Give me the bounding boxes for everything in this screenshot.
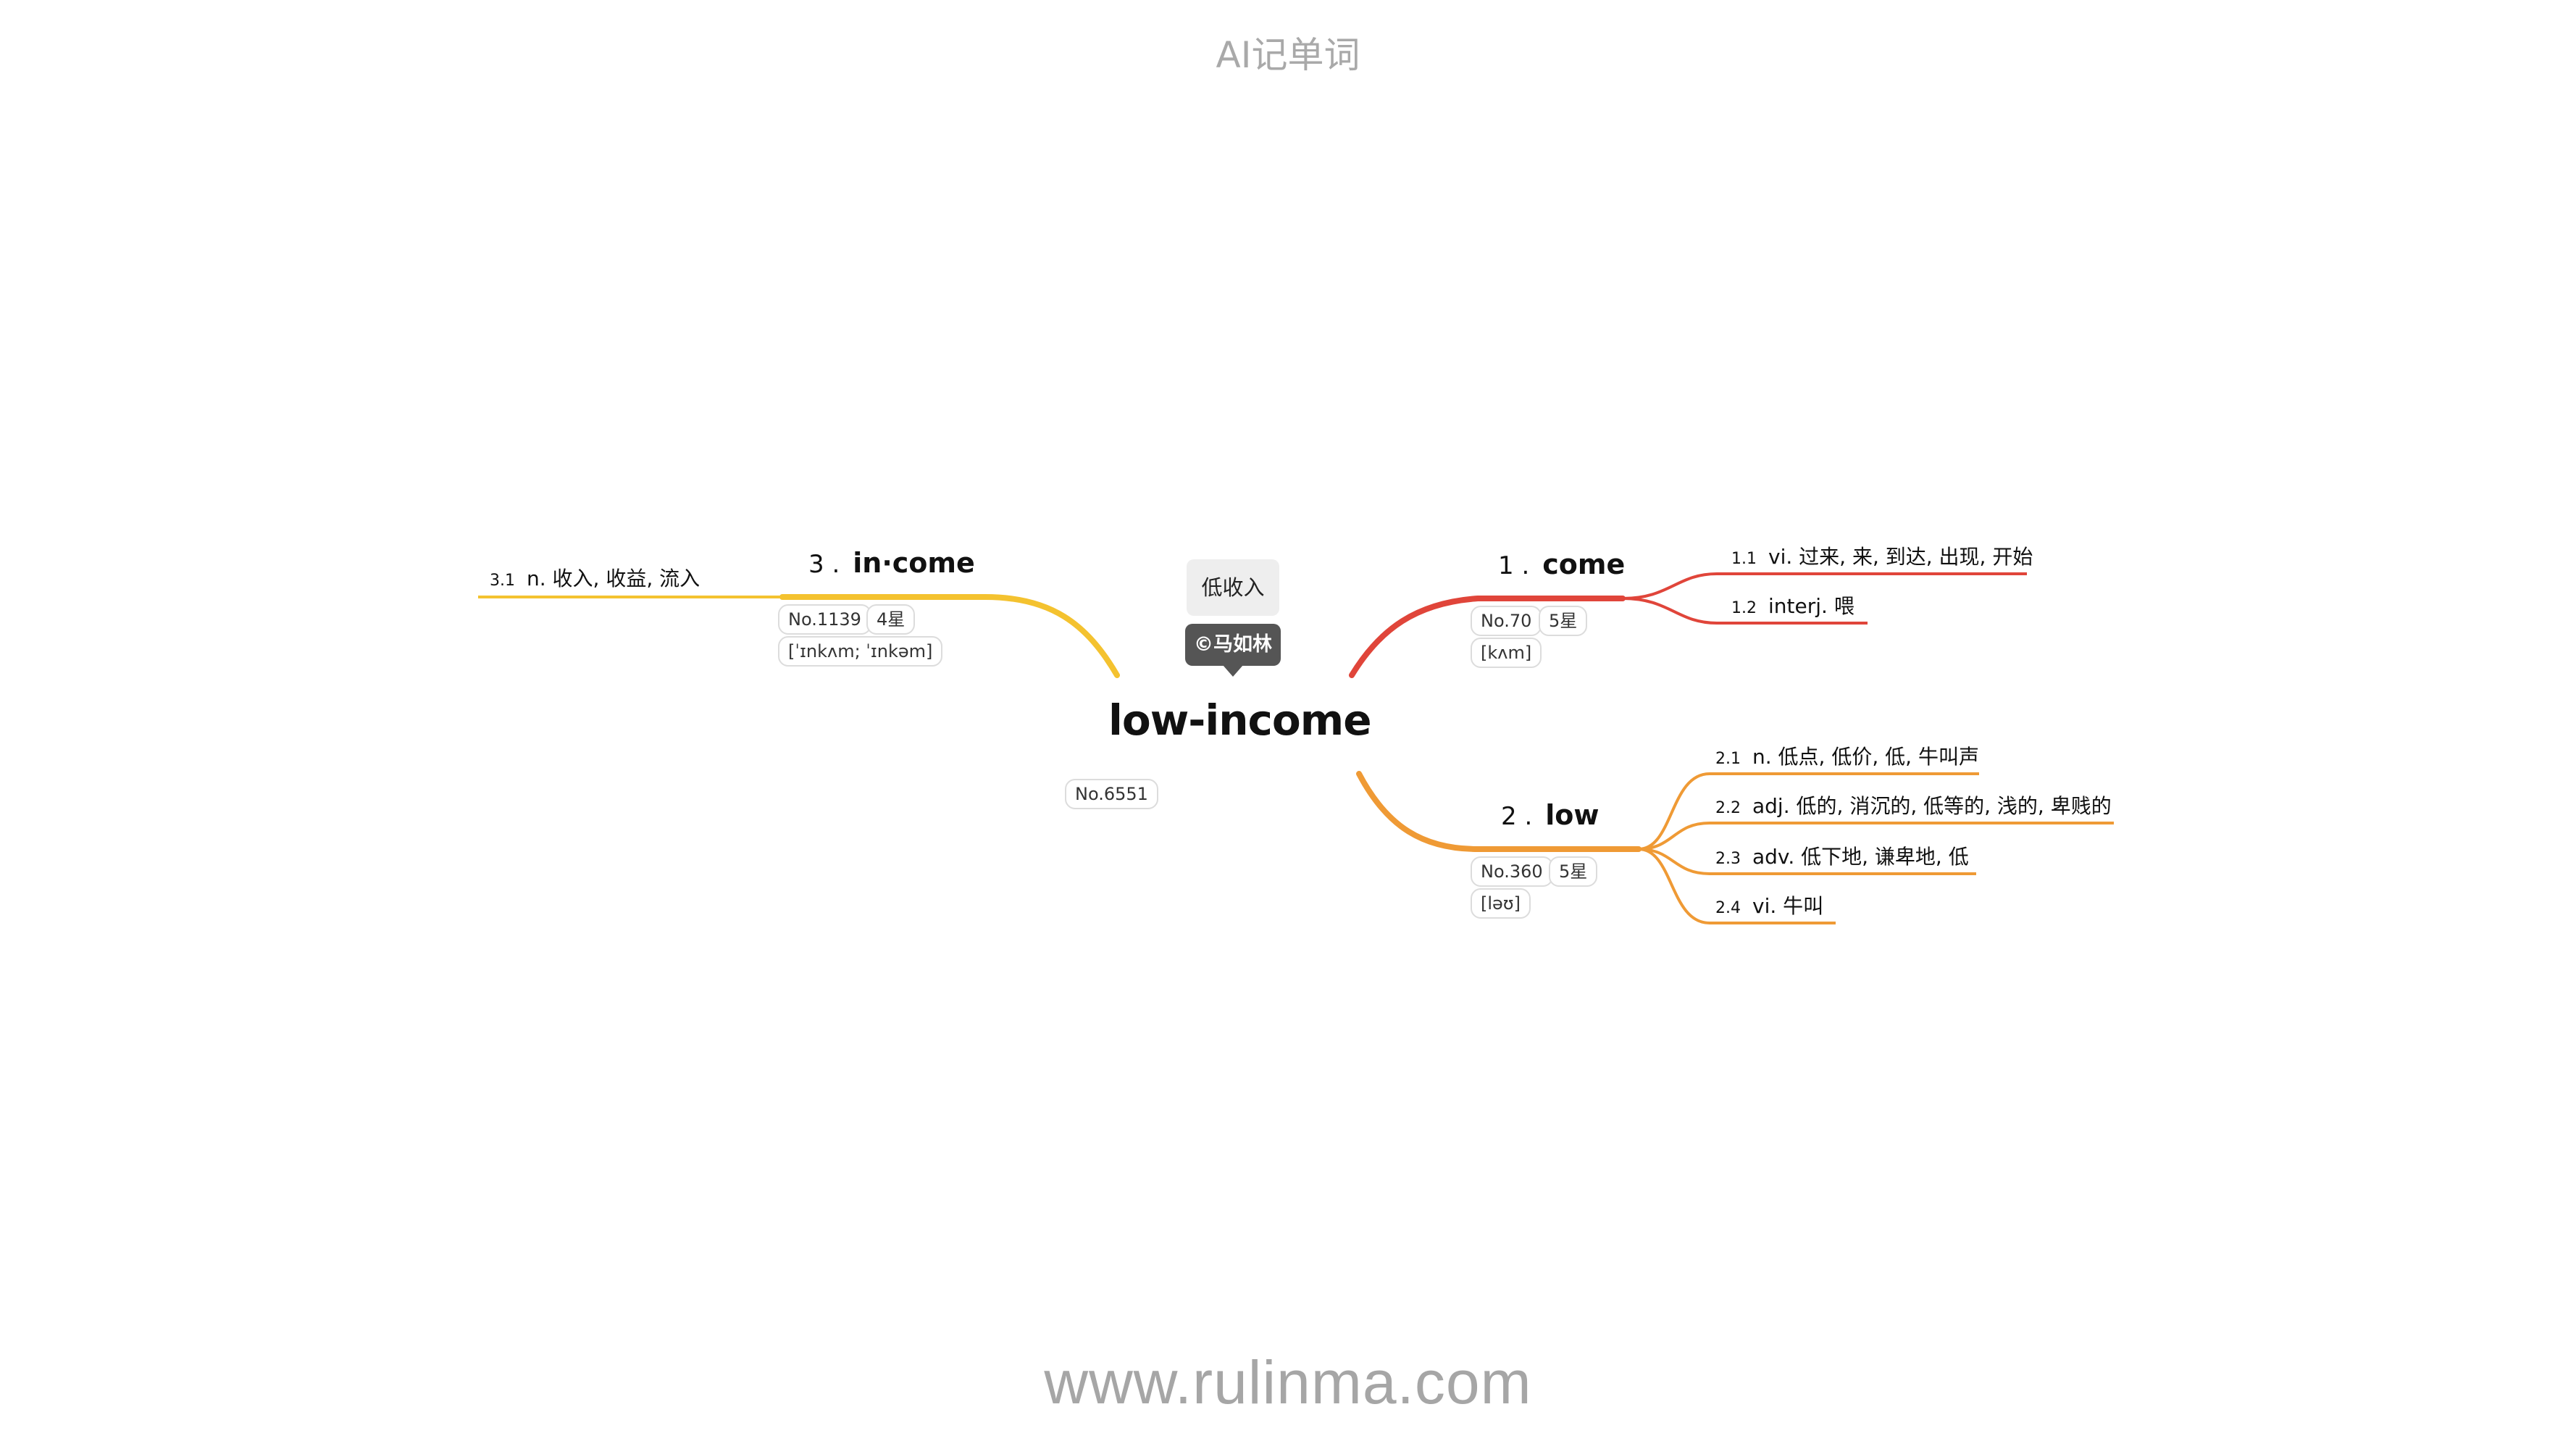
leaf-text: vi. 过来, 来, 到达, 出现, 开始 [1768,545,2033,569]
branch-stars-badge: 4星 [866,604,916,635]
branch-stars-badge: 5星 [1549,856,1598,887]
branch-node-low[interactable]: 2 . low [1501,799,1599,831]
leaf-text: adj. 低的, 消沉的, 低等的, 浅的, 卑贱的 [1752,794,2112,818]
leaf-index: 2.1 [1715,750,1741,768]
branch-word: come [1542,548,1626,580]
edge-low-to-leaf-2-1 [1638,772,1979,851]
edge-low-to-leaf-2-4 [1638,848,1836,924]
branch-index: 2 . [1501,802,1533,831]
leaf-index: 3.1 [490,572,515,590]
center-rank-badge: No.6551 [1065,779,1158,809]
branch-phonetic-badge: [kʌm] [1471,638,1542,668]
leaf-text: adv. 低下地, 谦卑地, 低 [1752,845,1969,869]
edge-come-to-leaf-1-1 [1622,572,2027,600]
leaf-2-3[interactable]: 2.3 adv. 低下地, 谦卑地, 低 [1715,841,1969,870]
header-title: AI记单词 [1216,34,1360,76]
branch-index: 1 . [1498,551,1530,580]
footer-url[interactable]: www.rulinma.com [1044,1348,1532,1416]
branch-node-income[interactable]: 3 . in·come [808,547,975,579]
leaf-2-4[interactable]: 2.4 vi. 牛叫 [1715,890,1823,919]
center-word[interactable]: low-income [1108,696,1372,745]
leaf-2-1[interactable]: 2.1 n. 低点, 低价, 低, 牛叫声 [1715,741,1979,770]
edge-come-to-leaf-1-2 [1622,597,1868,625]
edge-center-to-income [779,594,1120,678]
leaf-text: interj. 喂 [1768,594,1854,618]
branch-rank-badge: No.1139 [778,604,871,635]
edge-low-to-leaf-2-3 [1638,848,1976,875]
branch-phonetic-badge: [ləʊ] [1471,888,1531,919]
branch-phonetic-badge: [ˈɪnkʌm; ˈɪnkəm] [778,636,943,667]
edge-low-to-leaf-2-2 [1638,822,2114,851]
leaf-index: 2.4 [1715,899,1741,917]
branch-word: in·come [853,547,975,579]
leaf-3-1[interactable]: 3.1 n. 收入, 收益, 流入 [490,563,700,592]
branch-index: 3 . [808,550,840,579]
leaf-text: vi. 牛叫 [1752,894,1824,918]
branch-rank-badge: No.360 [1471,856,1553,887]
leaf-1-2[interactable]: 1.2 interj. 喂 [1731,590,1854,619]
branch-word: low [1545,799,1599,831]
note-bubble[interactable]: 低收入 [1187,559,1279,616]
leaf-index: 2.2 [1715,799,1741,817]
leaf-text: n. 低点, 低价, 低, 牛叫声 [1752,745,1979,769]
edge-center-to-come [1349,596,1626,678]
edge-center-to-low [1356,771,1642,852]
leaf-1-1[interactable]: 1.1 vi. 过来, 来, 到达, 出现, 开始 [1731,541,2033,570]
leaf-index: 1.2 [1731,599,1757,617]
leaf-2-2[interactable]: 2.2 adj. 低的, 消沉的, 低等的, 浅的, 卑贱的 [1715,790,2112,819]
branch-rank-badge: No.70 [1471,606,1542,636]
copyright-bubble: ©马如林 [1185,624,1281,666]
leaf-text: n. 收入, 收益, 流入 [527,567,701,590]
leaf-index: 1.1 [1731,550,1757,568]
branch-node-come[interactable]: 1 . come [1498,548,1625,580]
copyright-bubble-tail [1223,665,1243,677]
leaf-index: 2.3 [1715,850,1741,868]
branch-stars-badge: 5星 [1539,606,1588,636]
